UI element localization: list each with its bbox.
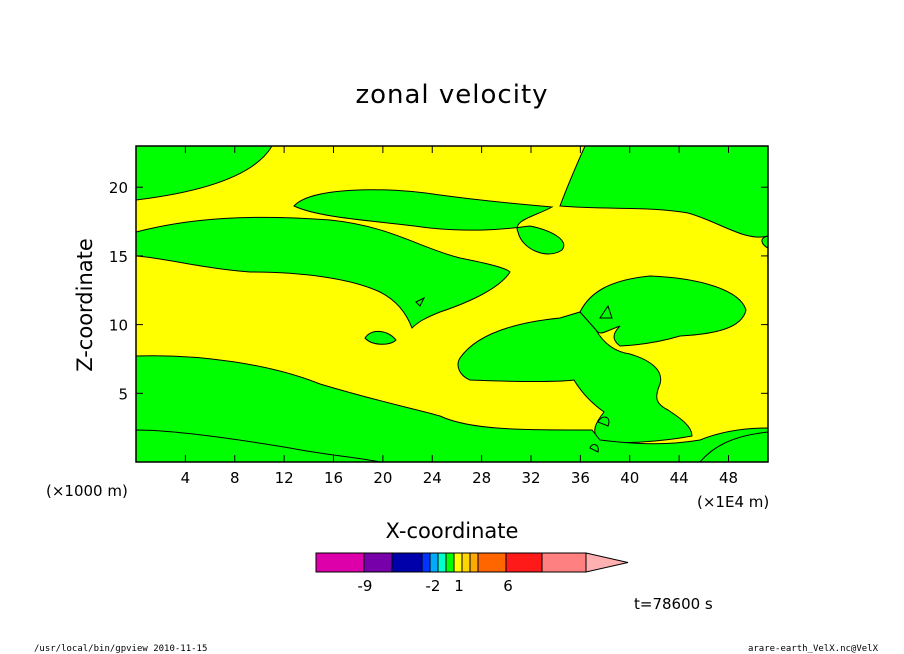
y-tick-label: 20: [109, 179, 128, 197]
contour-region: [559, 146, 768, 238]
colorbar-tick-label: -2: [426, 577, 441, 595]
x-axis-label: X-coordinate: [386, 519, 519, 543]
y-tick-label: 10: [109, 317, 128, 335]
x-tick-label: 8: [230, 469, 240, 487]
colorbar-arrow: [585, 552, 629, 573]
colorbar-bin: [505, 552, 543, 573]
contour-region: [599, 304, 613, 319]
x-tick-label: 12: [275, 469, 294, 487]
colorbar-bin: [315, 552, 365, 573]
chart-title: zonal velocity: [355, 80, 548, 110]
contour-region: [364, 331, 397, 345]
contour-region: [293, 189, 565, 255]
contour-region: [589, 444, 599, 453]
contour-region: [457, 311, 693, 444]
colorbar-bin: [391, 552, 423, 573]
contour-region: [415, 296, 426, 307]
contour-region: [597, 416, 610, 427]
colorbar-tick-label: -9: [358, 577, 373, 595]
contour-regions: [136, 146, 768, 462]
y-axis-label: Z-coordinate: [73, 238, 97, 372]
x-tick-label: 16: [324, 469, 343, 487]
x-tick-label: 40: [620, 469, 639, 487]
plot-frame: [135, 145, 769, 463]
colorbar-bin: [453, 552, 463, 573]
x-tick-label: 48: [719, 469, 738, 487]
colorbar-tick-label: 1: [454, 577, 464, 595]
colorbar-tick-label: 6: [503, 577, 513, 595]
x-tick-label: 36: [571, 469, 590, 487]
y-tick-label: 15: [109, 248, 128, 266]
colorbar-bin: [445, 552, 455, 573]
colorbar-bin: [437, 552, 447, 573]
time-label: t=78600 s: [634, 595, 713, 613]
colorbar: [315, 552, 629, 573]
x-tick-label: 24: [423, 469, 442, 487]
x-tick-label: 32: [521, 469, 540, 487]
x-axis: 4 8 12 16 20 24 28 32 36 40 44 48: [181, 146, 738, 487]
x-tick-label: 20: [373, 469, 392, 487]
colorbar-bin: [461, 552, 471, 573]
x-tick-label: 28: [472, 469, 491, 487]
contour-region: [579, 275, 747, 347]
x-tick-label: 44: [670, 469, 689, 487]
y-scale-note: (×1000 m): [46, 482, 128, 500]
colorbar-tick-labels: -9 -2 1 6: [358, 577, 513, 595]
colorbar-bin: [541, 552, 587, 573]
colorbar-bin: [429, 552, 439, 573]
contour-region: [136, 216, 511, 329]
contour-region: [136, 146, 273, 201]
x-tick-label: 4: [181, 469, 191, 487]
contour-region: [136, 429, 381, 462]
colorbar-bin: [477, 552, 507, 573]
footer-right: arare-earth_VelX.nc@VelX: [748, 644, 879, 654]
contour-region: [136, 355, 768, 462]
footer-left: /usr/local/bin/gpview 2010-11-15: [34, 644, 207, 654]
colorbar-bin: [363, 552, 393, 573]
y-tick-label: 5: [118, 385, 128, 403]
colorbar-bin: [421, 552, 431, 573]
colorbar-bin: [469, 552, 479, 573]
y-axis: 5 10 15 20: [109, 179, 768, 403]
x-scale-note: (×1E4 m): [697, 493, 769, 511]
